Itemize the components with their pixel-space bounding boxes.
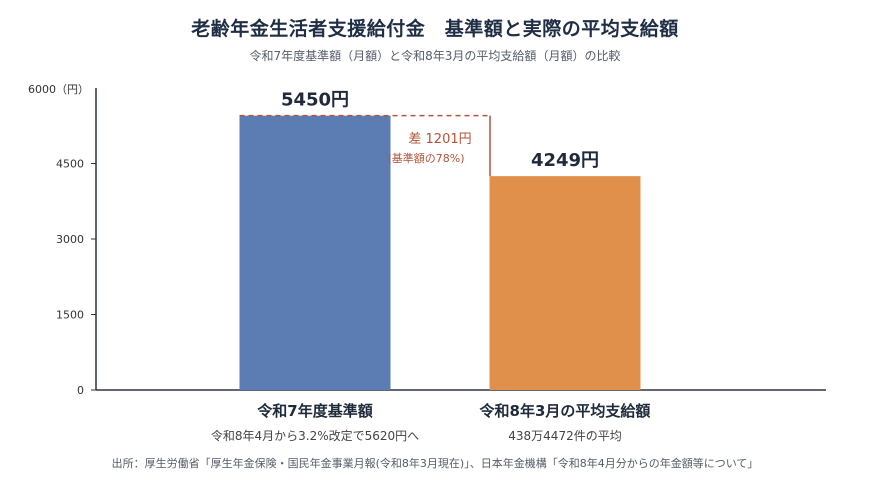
chart-title: 老齢年金生活者支援給付金 基準額と実際の平均支給額	[191, 18, 679, 40]
chart-subtitle: 令和7年度基準額（月額）と令和8年3月の平均支給額（月額）の比較	[249, 49, 621, 63]
y-tick-label: 0	[77, 384, 84, 397]
bar	[239, 115, 391, 390]
category-note: 438万4472件の平均	[508, 429, 621, 443]
category-note: 令和8年4月から3.2%改定で5620円へ	[211, 428, 419, 443]
y-tick-label: 3000	[56, 233, 84, 246]
difference-label: 差 1201円	[408, 132, 471, 147]
bar	[489, 176, 641, 390]
category-label: 令和7年度基準額	[257, 402, 372, 420]
bar-value-label: 5450円	[281, 90, 349, 111]
y-tick-label: 4500	[56, 158, 84, 171]
y-tick-label: 1500	[56, 309, 84, 322]
source-note: 出所：厚生労働省「厚生年金保険・国民年金事業月報(令和8年3月現在)」、日本年金…	[111, 457, 759, 470]
bar-value-label: 4249円	[531, 150, 599, 171]
difference-percent-label: (基準額の78%)	[387, 151, 464, 165]
category-label: 令和8年3月の平均支給額	[480, 402, 651, 420]
y-axis-unit-label: 6000（円）	[28, 83, 89, 96]
